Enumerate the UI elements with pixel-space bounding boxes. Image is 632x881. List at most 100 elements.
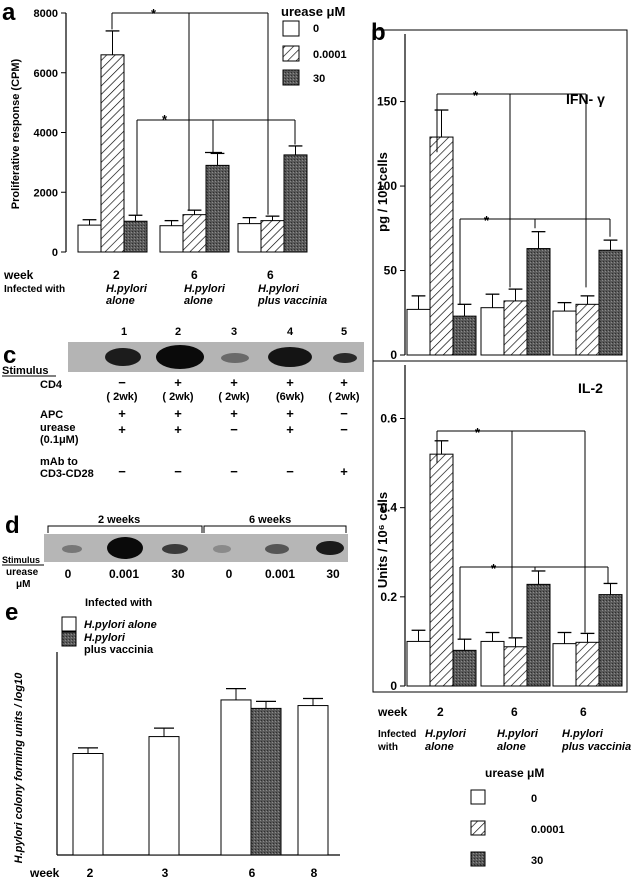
legend-swatch-30 — [282, 69, 300, 86]
legend-lower-label-30: 30 — [531, 855, 543, 867]
cd4-val-4: + — [286, 375, 294, 390]
bar — [148, 736, 180, 856]
cd4-sub-3: ( 2wk) — [218, 391, 250, 403]
urease-legend-lower: urease μM 0 0.0001 30 — [470, 766, 565, 867]
chart-b-xlabels: week Infected with 2 H.pylori alone 6 H.… — [377, 705, 631, 753]
d-conc-6: 30 — [326, 567, 340, 581]
panel-letter-a: a — [2, 0, 16, 26]
bar — [283, 154, 308, 253]
stimulus-label-c: Stimulus — [2, 365, 48, 377]
group-week-3: 6 — [267, 268, 274, 282]
y-tick-label: 150 — [377, 95, 397, 109]
x-tick-label: 8 — [311, 866, 318, 880]
panel-c: 1 2 3 4 5 Stimulus CD4 APC urease (0.1μM… — [2, 326, 364, 480]
b-group-week-2: 6 — [511, 705, 518, 719]
bar — [480, 640, 505, 687]
legend-lower-label-0: 0 — [531, 793, 537, 805]
b-week-label: week — [377, 705, 408, 719]
y-tick-label: 0 — [52, 247, 58, 259]
cd4-val-3: + — [230, 375, 238, 390]
y-tick-label: 0.4 — [380, 501, 397, 515]
group-line1-3: H.pylori — [258, 283, 300, 295]
chart-b-il2: 0 0.2 0.4 0.6 * * — [380, 365, 623, 693]
d-urease-label: urease — [6, 567, 39, 578]
bar — [552, 310, 577, 356]
apc-val-4: + — [286, 406, 294, 421]
y-tick-label: 0 — [390, 348, 397, 362]
y-tick-label: 0 — [390, 679, 397, 693]
blot-d — [44, 534, 348, 562]
d-conc-2: 0.001 — [109, 567, 139, 581]
chart-a-xlabels: week Infected with 2 H.pylori alone 6 H.… — [3, 268, 327, 307]
apc-val-5: − — [340, 406, 348, 421]
y-tick-label: 100 — [377, 179, 397, 193]
chart-a-ylabel: Proliferative response (CPM) — [10, 58, 22, 209]
bar — [598, 594, 623, 687]
lane-1: 1 — [121, 326, 127, 338]
urease-legend-title: urease μM — [281, 4, 345, 19]
legend-label-0.0001: 0.0001 — [313, 49, 347, 61]
b-group-line2-1: alone — [425, 741, 454, 753]
chart-b-il2-ylabel: Units / 10⁶ cells — [375, 492, 390, 588]
group-line2-3: plus vaccinia — [257, 295, 327, 307]
band-d-4 — [213, 545, 231, 553]
x-tick-label: 3 — [162, 866, 169, 880]
d-unit-label: μM — [16, 579, 30, 590]
group-line1-1: H.pylori — [106, 283, 148, 295]
row-label-urease-conc: (0.1μM) — [40, 434, 79, 446]
e-legend-title: Infected with — [85, 597, 153, 609]
significance-star: * — [484, 213, 490, 228]
band-c-2 — [156, 345, 204, 369]
legend-label-0: 0 — [313, 23, 319, 35]
significance-star: * — [151, 6, 157, 21]
row-label-mab: mAb to — [40, 456, 78, 468]
chart-b-ifn-title: IFN- γ — [566, 91, 605, 107]
d-group-label-1: 2 weeks — [98, 514, 140, 526]
row-label-urease: urease — [40, 422, 75, 434]
lane-4: 4 — [287, 326, 294, 338]
chart-b-il2-title: IL-2 — [578, 380, 603, 396]
bar — [575, 303, 600, 356]
d-group-label-2: 6 weeks — [249, 514, 291, 526]
y-tick-label: 4000 — [34, 128, 58, 140]
bar — [526, 583, 551, 687]
y-tick-label: 6000 — [34, 68, 58, 80]
bar — [503, 300, 528, 356]
e-legend-label-vaccinia: H.pylori — [84, 632, 126, 644]
band-c-1 — [105, 348, 141, 366]
bar — [406, 640, 431, 687]
row-label-apc: APC — [40, 409, 63, 421]
band-d-2 — [107, 537, 143, 559]
legend-lower-swatch-0.0001 — [470, 820, 486, 836]
significance-star: * — [162, 112, 168, 127]
y-tick-label: 0.2 — [380, 590, 397, 604]
mab-val-5: + — [340, 464, 348, 479]
legend-label-30: 30 — [313, 73, 325, 85]
bar — [77, 224, 102, 253]
bar — [452, 315, 477, 356]
legend-lower-swatch-0 — [470, 789, 486, 805]
bar — [503, 646, 528, 687]
bar — [480, 307, 505, 356]
e-legend-swatch-alone — [61, 616, 77, 632]
infected-label: Infected with — [4, 284, 65, 295]
y-tick-label: 8000 — [34, 8, 58, 20]
group-line2-2: alone — [184, 295, 213, 307]
bar — [598, 249, 623, 356]
bar — [123, 220, 148, 253]
panel-letter-d: d — [5, 512, 20, 539]
cd4-val-2: + — [174, 375, 182, 390]
lane-5: 5 — [341, 326, 347, 338]
bar — [237, 223, 262, 253]
b-infected-line1: Infected — [378, 729, 416, 740]
cd4-sub-2: ( 2wk) — [162, 391, 194, 403]
d-conc-4: 0 — [226, 567, 233, 581]
panel-letter-b: b — [371, 19, 386, 46]
bar — [429, 136, 454, 356]
d-conc-5: 0.001 — [265, 567, 295, 581]
legend-swatch-0.0001 — [282, 45, 300, 62]
bar — [552, 643, 577, 687]
panel-d: 2 weeks 6 weeks Stimulus urease μM 0 0.0… — [2, 514, 348, 590]
lane-2: 2 — [175, 326, 181, 338]
chart-e-xlabel: week — [29, 866, 60, 880]
